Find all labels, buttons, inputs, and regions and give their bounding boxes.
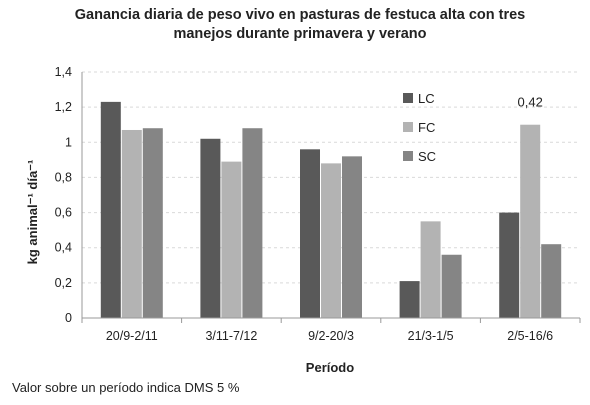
x-tick-label: 9/2-20/3 bbox=[308, 329, 354, 343]
x-axis-title: Período bbox=[306, 360, 354, 375]
bars bbox=[100, 101, 562, 318]
x-tick-label: 2/5-16/6 bbox=[507, 329, 553, 343]
y-tick-label: 1 bbox=[65, 135, 72, 149]
bar-fc bbox=[420, 221, 441, 318]
y-tick-label: 0,2 bbox=[55, 276, 72, 290]
legend-label-sc: SC bbox=[418, 149, 436, 164]
y-tick-label: 0,6 bbox=[55, 206, 72, 220]
bar-fc bbox=[221, 161, 242, 318]
y-tick-label: 1,4 bbox=[55, 65, 72, 79]
x-tick-label: 20/9-2/11 bbox=[106, 329, 158, 343]
legend: LC FC SC bbox=[403, 91, 436, 164]
footnote: Valor sobre un período indica DMS 5 % bbox=[12, 380, 240, 395]
chart-title-line-2: manejos durante primavera y verano bbox=[173, 26, 427, 42]
bar-fc bbox=[520, 124, 541, 318]
legend-label-fc: FC bbox=[418, 120, 435, 135]
chart-title: Ganancia diaria de peso vivo en pasturas… bbox=[60, 6, 540, 44]
y-tick-label: 1,2 bbox=[55, 100, 72, 114]
dms-annotation: 0,42 bbox=[518, 95, 543, 110]
bar-lc bbox=[499, 212, 520, 318]
bar-lc bbox=[200, 138, 221, 318]
y-tick-label: 0 bbox=[65, 311, 72, 325]
bar-fc bbox=[321, 163, 341, 318]
bar-sc bbox=[142, 128, 163, 318]
x-tick-label: 3/11-7/12 bbox=[205, 329, 257, 343]
bar-sc bbox=[342, 156, 362, 318]
x-tick-label: 21/3-1/5 bbox=[408, 329, 454, 343]
y-tick-label: 0,4 bbox=[55, 241, 72, 255]
bar-lc bbox=[100, 101, 121, 318]
bar-fc bbox=[121, 129, 142, 318]
bar-sc bbox=[541, 244, 562, 318]
y-tick-labels: 0 0,2 0,4 0,6 0,8 1 1,2 1,4 bbox=[55, 65, 72, 325]
axes bbox=[81, 72, 581, 323]
bar-sc bbox=[441, 254, 462, 318]
chart-title-line-1: Ganancia diaria de peso vivo en pasturas… bbox=[74, 7, 526, 23]
legend-swatch-lc bbox=[403, 93, 413, 103]
bar-lc bbox=[300, 149, 320, 318]
x-tick-labels: 20/9-2/11 3/11-7/12 9/2-20/3 21/3-1/5 2/5-16… bbox=[106, 329, 553, 343]
legend-swatch-sc bbox=[403, 151, 413, 161]
legend-swatch-fc bbox=[403, 122, 413, 132]
bar-lc bbox=[399, 281, 420, 318]
y-tick-label: 0,8 bbox=[55, 170, 72, 184]
legend-label-lc: LC bbox=[418, 91, 435, 106]
bar-sc bbox=[242, 128, 263, 318]
y-axis-title: kg animal⁻¹ día⁻¹ bbox=[25, 160, 40, 265]
